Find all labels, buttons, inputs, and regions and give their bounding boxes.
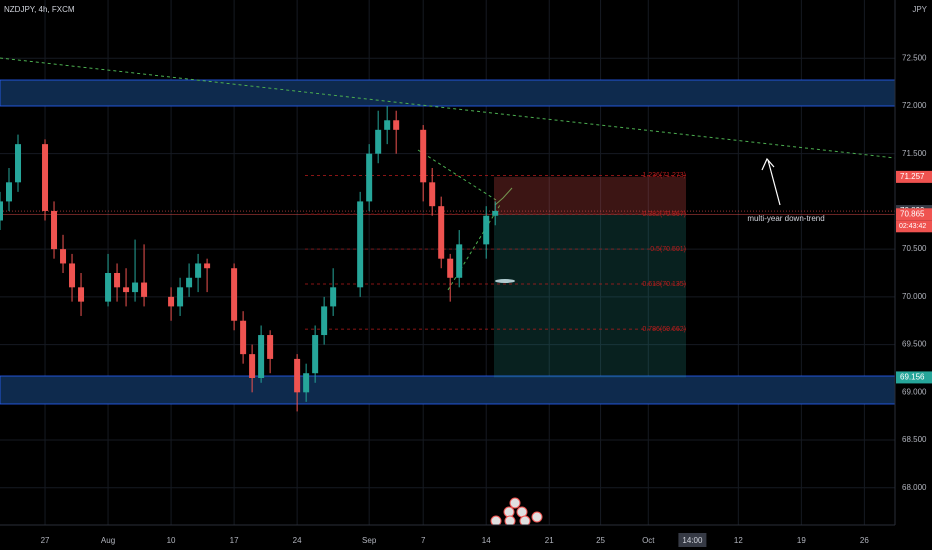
y-tick-label: 69.000 (902, 387, 927, 396)
candle-body (204, 263, 211, 269)
y-tick-label: 72.000 (902, 101, 927, 110)
x-tick-label: Oct (642, 536, 655, 545)
candle-body (51, 210, 58, 250)
axes-labels: 72.500 72.000 71.500 70.500 70.000 69.500 69.0… (41, 53, 932, 547)
candle-body (438, 206, 445, 259)
y-tick-label: 70.000 (902, 292, 927, 301)
candle-body (312, 335, 319, 374)
arrow (767, 159, 781, 206)
wedge-line (447, 204, 501, 291)
fib-label: 0.5(70.501) (650, 246, 686, 253)
candle-body (123, 287, 130, 293)
x-tick-label: 27 (41, 536, 50, 545)
x-tick-label: 17 (230, 536, 239, 545)
countdown-box (896, 220, 932, 233)
resistance-zone (0, 79, 896, 107)
candle-body (78, 287, 85, 302)
candle-body (483, 215, 490, 245)
candle-body (456, 244, 463, 278)
candle-body (132, 282, 139, 293)
candle-body (429, 182, 436, 207)
price-tag-label: 69.156 (900, 373, 925, 382)
price-tag-label: 70.865 (900, 209, 925, 218)
candle-body (492, 210, 499, 216)
arrow-head (761, 157, 775, 171)
price-axis (895, 0, 932, 550)
candle-body (60, 249, 67, 264)
x-tick-label: 21 (545, 536, 554, 545)
candle-body (303, 373, 310, 393)
x-tick-label: 14 (482, 536, 491, 545)
fib-label: 0.618(70.135) (642, 281, 686, 288)
symbol-title: NZDJPY, 4h, FXCM (4, 5, 75, 14)
x-tick-label: 12 (734, 536, 743, 545)
x-tick-label: Aug (101, 536, 115, 545)
candle-body (15, 144, 22, 183)
candle-body (267, 335, 274, 359)
event-icons (490, 497, 543, 527)
fib-label: 1.236(71.273) (642, 172, 686, 179)
target-zone (494, 214, 686, 378)
price-tag (896, 170, 932, 183)
candle-body (168, 296, 175, 307)
candle-body (231, 268, 238, 321)
candle-body (366, 153, 373, 202)
candle-body (42, 144, 49, 211)
time-axis (0, 525, 932, 550)
fib-levels: 1.236(71.273) 0.382(70.867) 0.5(70.501) 0.6… (305, 172, 686, 333)
candle-body (186, 277, 193, 288)
candle-body (177, 287, 184, 307)
support-zone (0, 375, 896, 405)
x-tick-label: 7 (421, 536, 426, 545)
stop-zone (494, 176, 686, 215)
candle-body (0, 201, 3, 221)
x-tick-label: 25 (596, 536, 605, 545)
x-tick-label: Sep (362, 536, 377, 545)
y-tick-label: 71.500 (902, 149, 927, 158)
candle-body (420, 129, 427, 183)
y-tick-label: 69.500 (902, 340, 927, 349)
y-tick-label: 70.500 (902, 244, 927, 253)
candle-body (357, 201, 364, 288)
price-tag (896, 371, 932, 384)
crosshair-time-box (678, 533, 707, 547)
candle-body (393, 120, 400, 130)
annotation: multi-year down-trend (747, 214, 824, 223)
x-tick-label: 26 (860, 536, 869, 545)
candle-body (294, 358, 301, 393)
candle-body (6, 182, 13, 202)
candle-body (105, 273, 112, 302)
candle-body (330, 287, 337, 307)
crosshair-time-label: 14:00 (682, 536, 703, 545)
price-tag-label: 71.257 (900, 172, 925, 181)
fib-label: 0.382(70.867) (642, 211, 686, 218)
marker (495, 279, 515, 283)
countdown: 02:43:42 (899, 223, 926, 230)
candle-body (69, 263, 76, 288)
candle-body (195, 263, 202, 278)
candle-body (141, 282, 148, 297)
candle-body (114, 273, 121, 288)
currency: JPY (912, 5, 927, 14)
candle-body (249, 354, 256, 378)
candle-body (447, 258, 454, 278)
x-tick-label: 19 (797, 536, 806, 545)
y-tick-label: 68.500 (902, 435, 927, 444)
price-tag (896, 208, 932, 221)
y-tick-label: 68.000 (902, 483, 927, 492)
x-tick-label: 10 (167, 536, 176, 545)
candle-body (258, 335, 265, 378)
candle-body (321, 306, 328, 336)
candles (0, 105, 499, 412)
position (0, 176, 895, 378)
y-tick-label: 72.500 (902, 53, 927, 62)
candle-body (384, 120, 391, 130)
trend-line (0, 57, 896, 159)
fib-label: 0.786(69.662) (642, 326, 686, 333)
projection (494, 187, 513, 206)
candle-body (375, 129, 382, 154)
candle-body (240, 320, 247, 355)
x-tick-label: 24 (293, 536, 302, 545)
